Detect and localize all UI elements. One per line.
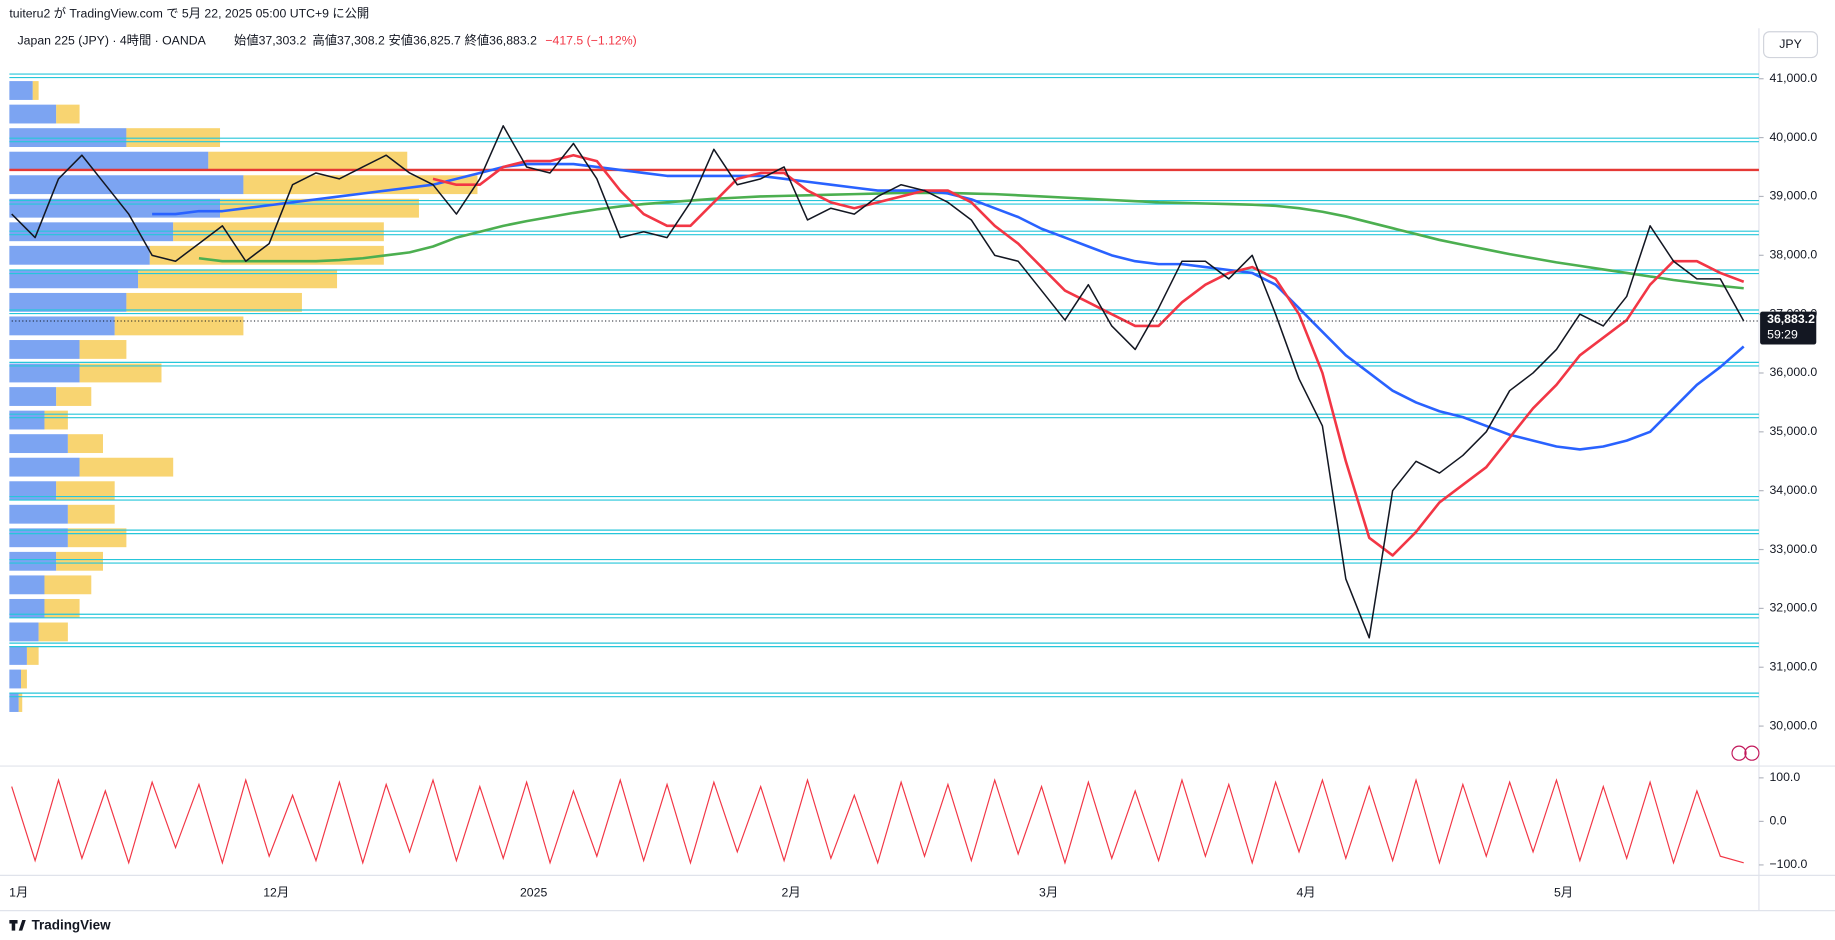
icon[interactable] [1744, 745, 1760, 761]
y-tick-label: 32,000.0 [1769, 601, 1817, 615]
volume-down [79, 340, 127, 359]
last-price-label: 36,883.2 [1767, 312, 1815, 326]
y-tick-label: 40,000.0 [1769, 130, 1817, 144]
volume-down [208, 151, 408, 171]
volume-up [9, 387, 57, 406]
x-tick-label: 4月 [1296, 885, 1315, 899]
volume-down [79, 363, 162, 383]
volume-down [26, 646, 39, 665]
volume-up [9, 551, 57, 571]
volume-up [9, 81, 33, 100]
legend-symbol: Japan 225 (JPY) · 4時間 · OANDA [18, 33, 207, 47]
volume-up [9, 646, 27, 665]
osc-tick-label: 100.0 [1769, 770, 1800, 784]
volume-up [9, 575, 45, 595]
y-tick-label: 38,000.0 [1769, 248, 1817, 262]
volume-up [9, 104, 57, 124]
price-line [11, 125, 1745, 639]
currency-button[interactable] [1763, 31, 1819, 59]
moving-average [432, 153, 1745, 557]
volume-down [38, 622, 68, 642]
volume-down [126, 292, 302, 312]
volume-down [56, 387, 92, 406]
volume-up [9, 245, 150, 265]
volume-up [9, 457, 80, 477]
volume-down [21, 669, 27, 689]
volume-up [9, 622, 39, 642]
volume-down [44, 598, 80, 618]
osc-tick-label: −100.0 [1769, 857, 1807, 871]
volume-down [56, 481, 115, 501]
x-tick-label: 2月 [782, 885, 801, 899]
volume-down [114, 316, 244, 336]
volume-up [9, 340, 80, 359]
countdown-label: 59:29 [1767, 327, 1798, 341]
volume-down [138, 269, 338, 289]
y-tick-label: 39,000.0 [1769, 189, 1817, 203]
volume-down [67, 504, 115, 524]
moving-average [152, 162, 1745, 451]
logo-part [18, 920, 26, 931]
y-tick-label: 33,000.0 [1769, 542, 1817, 556]
icon[interactable] [1731, 745, 1747, 761]
volume-up [9, 292, 127, 312]
volume-up [9, 504, 68, 524]
volume-up [9, 269, 139, 289]
volume-up [9, 481, 57, 501]
legend-high: 高値37,308.2 [312, 32, 384, 47]
volume-down [44, 575, 92, 595]
volume-down [56, 104, 80, 124]
volume-up [9, 410, 45, 430]
y-tick-label: 31,000.0 [1769, 659, 1817, 673]
logo-part [11, 920, 16, 931]
volume-up [9, 151, 209, 171]
y-tick-label: 41,000.0 [1769, 71, 1817, 85]
volume-up [9, 528, 68, 548]
volume-down [126, 128, 221, 148]
legend-low: 安値36,825.7 [389, 32, 461, 47]
x-tick-label: 2025 [520, 885, 547, 899]
y-tick-label: 36,000.0 [1769, 365, 1817, 379]
volume-down [32, 81, 39, 100]
published-note: tuiteru2 が TradingView.com で 5月 22, 2025… [9, 5, 369, 20]
volume-down [79, 457, 174, 477]
legend-open: 始値37,303.2 [234, 32, 306, 47]
volume-up [9, 316, 115, 336]
y-tick-label: 34,000.0 [1769, 483, 1817, 497]
x-tick-label: 3月 [1039, 885, 1058, 899]
x-tick-label: 1月 [9, 885, 28, 899]
volume-up [9, 198, 221, 218]
volume-up [9, 669, 22, 689]
last-price-box [1760, 311, 1817, 345]
volume-up [9, 128, 127, 148]
currency-label: JPY [1779, 37, 1802, 51]
volume-up [9, 693, 19, 712]
volume-down [67, 528, 127, 548]
volume-up [9, 363, 80, 383]
volume-up [9, 175, 244, 195]
volume-down [243, 175, 478, 195]
legend-change: −417.5 (−1.12%) [545, 33, 636, 47]
volume-down [44, 410, 68, 430]
y-tick-label: 30,000.0 [1769, 718, 1817, 732]
footer-brand: TradingView [32, 917, 111, 932]
volume-up [9, 598, 45, 618]
osc-tick-label: 0.0 [1769, 814, 1786, 828]
oscillator-line [11, 777, 1744, 865]
y-tick-label: 35,000.0 [1769, 424, 1817, 438]
x-tick-label: 12月 [263, 885, 289, 899]
volume-up [9, 434, 68, 454]
volume-down [56, 551, 103, 571]
legend-close: 終値36,883.2 [465, 32, 537, 47]
volume-down [67, 434, 103, 454]
x-tick-label: 5月 [1554, 885, 1573, 899]
moving-average [198, 191, 1744, 290]
volume-down [18, 693, 23, 712]
tv-logo [9, 920, 26, 931]
